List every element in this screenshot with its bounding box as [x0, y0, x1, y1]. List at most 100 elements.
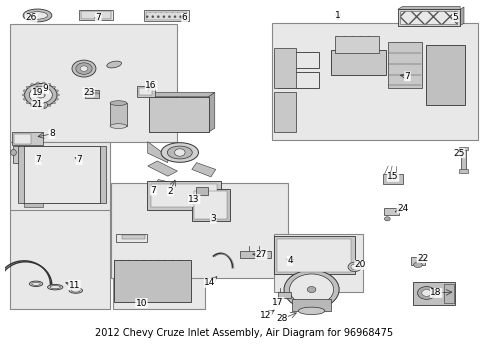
Ellipse shape [298, 307, 324, 315]
Bar [143, 10, 189, 21]
Bar [460, 149, 465, 170]
Bar [458, 147, 467, 150]
Polygon shape [387, 41, 421, 87]
Ellipse shape [23, 9, 52, 22]
Bar [274, 237, 354, 274]
Ellipse shape [413, 262, 422, 267]
Ellipse shape [42, 82, 45, 84]
Text: 7: 7 [76, 156, 82, 165]
Ellipse shape [42, 106, 45, 108]
Text: 7: 7 [95, 13, 101, 22]
Bar [195, 187, 207, 195]
Polygon shape [148, 92, 214, 97]
Ellipse shape [69, 288, 82, 293]
Ellipse shape [110, 124, 126, 129]
Text: 7: 7 [404, 72, 409, 81]
Ellipse shape [23, 98, 26, 100]
Polygon shape [153, 180, 191, 195]
Bar [112, 210, 205, 309]
Bar [81, 12, 111, 19]
Bar [194, 192, 226, 219]
Bar [274, 48, 295, 87]
Ellipse shape [32, 282, 41, 285]
Bar [382, 174, 402, 184]
Bar [458, 170, 467, 174]
Bar [116, 234, 147, 242]
Bar [399, 11, 456, 24]
Text: 18: 18 [429, 288, 441, 297]
Ellipse shape [24, 84, 57, 107]
Ellipse shape [76, 63, 92, 74]
Bar [384, 208, 398, 215]
Polygon shape [92, 94, 95, 97]
Ellipse shape [161, 143, 198, 162]
Ellipse shape [26, 86, 29, 88]
Text: 19: 19 [32, 88, 43, 97]
Ellipse shape [57, 94, 60, 96]
Ellipse shape [36, 82, 39, 84]
Text: 6: 6 [182, 13, 187, 22]
Ellipse shape [80, 66, 88, 71]
Ellipse shape [26, 102, 29, 104]
Ellipse shape [29, 87, 52, 103]
Bar [111, 183, 287, 278]
Polygon shape [397, 6, 459, 9]
Text: 2012 Chevy Cruze Inlet Assembly, Air Diagram for 96968475: 2012 Chevy Cruze Inlet Assembly, Air Dia… [95, 328, 393, 338]
Bar [274, 234, 363, 292]
Ellipse shape [306, 287, 315, 293]
Bar [397, 9, 459, 26]
Ellipse shape [347, 262, 361, 271]
Ellipse shape [417, 287, 435, 300]
Ellipse shape [29, 281, 42, 287]
Bar [278, 72, 318, 88]
Bar [330, 50, 385, 75]
Polygon shape [92, 89, 95, 94]
Polygon shape [191, 163, 215, 177]
Bar [15, 134, 31, 144]
Bar [110, 103, 127, 126]
Bar [272, 23, 477, 140]
Ellipse shape [37, 102, 47, 109]
Bar [18, 147, 24, 203]
Text: 3: 3 [210, 214, 216, 223]
Text: 24: 24 [396, 204, 407, 213]
Bar [443, 284, 453, 303]
Text: 16: 16 [145, 81, 157, 90]
Polygon shape [87, 92, 92, 94]
Text: 20: 20 [354, 260, 366, 269]
Bar [139, 87, 152, 95]
Polygon shape [459, 7, 463, 26]
Ellipse shape [72, 60, 96, 77]
Ellipse shape [421, 289, 430, 296]
Text: 22: 22 [416, 253, 427, 262]
Bar [277, 239, 351, 271]
Bar [114, 260, 190, 302]
Bar [122, 235, 145, 239]
Bar [146, 181, 221, 210]
Bar [10, 210, 110, 309]
Ellipse shape [27, 12, 47, 19]
Text: 13: 13 [188, 195, 200, 204]
Ellipse shape [31, 104, 34, 107]
Ellipse shape [56, 98, 59, 100]
Bar [79, 10, 112, 20]
Bar [278, 292, 291, 298]
Text: 11: 11 [68, 281, 80, 290]
Text: 23: 23 [83, 88, 94, 97]
Ellipse shape [22, 94, 25, 96]
Ellipse shape [384, 217, 389, 221]
Text: 8: 8 [49, 129, 55, 138]
Bar [23, 147, 100, 203]
Text: 26: 26 [25, 13, 37, 22]
Ellipse shape [284, 270, 339, 309]
Polygon shape [92, 92, 100, 94]
Bar [334, 36, 378, 53]
Bar [148, 97, 208, 132]
Bar [191, 189, 230, 221]
Ellipse shape [50, 285, 61, 289]
Text: 14: 14 [204, 278, 215, 287]
Ellipse shape [48, 104, 51, 107]
Text: 21: 21 [32, 100, 43, 109]
Ellipse shape [174, 149, 184, 156]
Text: 4: 4 [286, 256, 292, 265]
